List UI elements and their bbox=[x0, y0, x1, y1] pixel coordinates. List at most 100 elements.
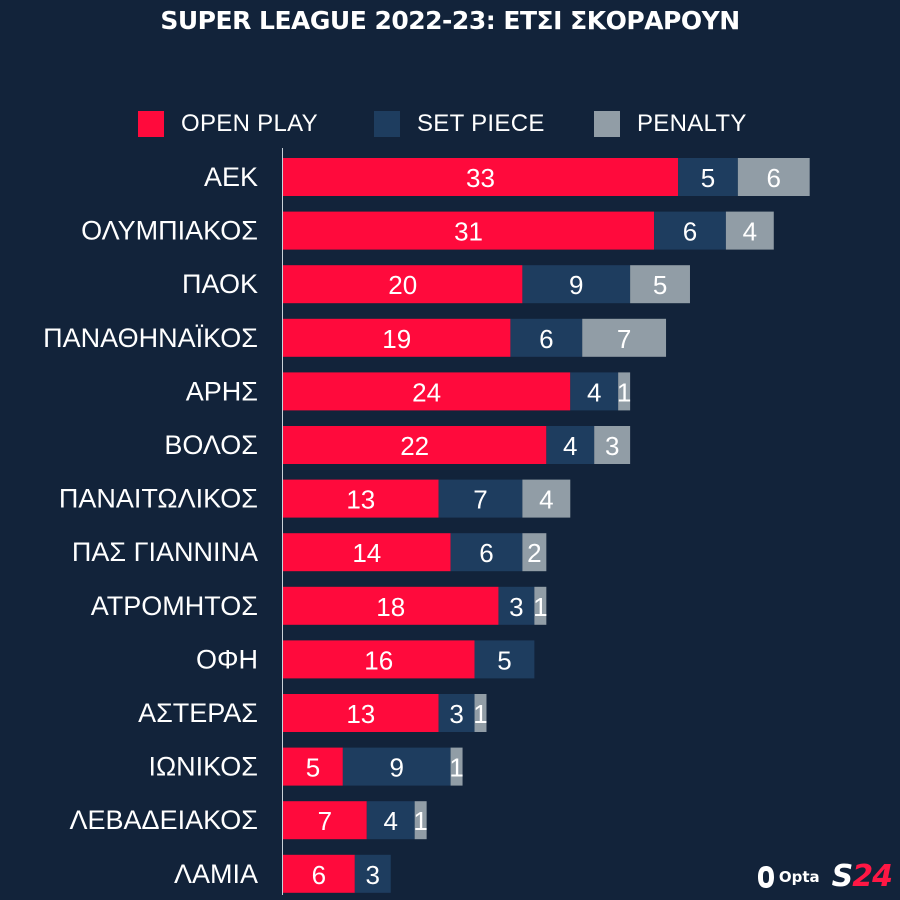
team-label: ΟΦΗ bbox=[196, 644, 258, 674]
team-label: ΑΡΗΣ bbox=[186, 376, 258, 406]
bar-segment-open-play bbox=[283, 747, 343, 786]
opta-logo: Opta bbox=[756, 865, 820, 889]
bar-segment-open-play bbox=[283, 533, 451, 572]
bar-segment-set-piece bbox=[438, 694, 475, 732]
legend-swatch-penalty bbox=[594, 111, 620, 137]
data-label-set-piece: 3 bbox=[449, 699, 463, 729]
legend-item-open-play: OPEN PLAY bbox=[138, 108, 318, 140]
data-label-open-play: 33 bbox=[466, 163, 495, 193]
legend-label-penalty: PENALTY bbox=[637, 110, 747, 137]
data-label-open-play: 31 bbox=[454, 217, 483, 247]
bar-segment-set-piece bbox=[342, 747, 451, 786]
data-label-set-piece: 6 bbox=[683, 217, 697, 247]
team-label: ΑΕΚ bbox=[204, 162, 258, 192]
data-label-penalty: 5 bbox=[653, 270, 667, 300]
data-label-set-piece: 4 bbox=[383, 806, 397, 836]
bar-segment-set-piece bbox=[546, 426, 595, 464]
s24-logo-s: S bbox=[831, 859, 854, 894]
data-label-penalty: 3 bbox=[605, 431, 619, 461]
bar-segment-set-piece bbox=[474, 640, 535, 679]
data-label-open-play: 18 bbox=[376, 592, 405, 622]
bar-segment-set-piece bbox=[654, 211, 726, 250]
bar-segment-open-play bbox=[283, 694, 439, 732]
data-label-penalty: 1 bbox=[617, 377, 631, 407]
bar-segment-penalty bbox=[737, 158, 810, 196]
bar-segment-penalty bbox=[725, 211, 774, 250]
bar-segment-open-play bbox=[283, 586, 499, 625]
data-label-penalty: 7 bbox=[617, 324, 631, 354]
legend-label-open-play: OPEN PLAY bbox=[181, 110, 318, 137]
data-label-open-play: 22 bbox=[400, 431, 429, 461]
data-label-set-piece: 9 bbox=[569, 270, 583, 300]
bar-segment-set-piece bbox=[522, 265, 631, 304]
chart-title: SUPER LEAGUE 2022-23: ΕΤΣΙ ΣΚΟΡΑΡΟΥΝ bbox=[160, 6, 740, 35]
team-label: ΠΑΣ ΓΙΑΝΝΙΝΑ bbox=[72, 537, 258, 567]
data-label-open-play: 13 bbox=[346, 699, 375, 729]
legend-swatch-set-piece bbox=[374, 111, 400, 137]
bar-segment-open-play bbox=[283, 372, 571, 411]
data-label-open-play: 6 bbox=[312, 860, 326, 890]
bar-segment-open-play bbox=[283, 426, 547, 464]
bar-segment-penalty bbox=[474, 694, 487, 732]
bar-segment-penalty bbox=[582, 318, 667, 357]
data-label-set-piece: 6 bbox=[479, 538, 493, 568]
bar-segment-penalty bbox=[594, 426, 631, 464]
team-label: ΛΕΒΑΔΕΙΑΚΟΣ bbox=[70, 805, 259, 835]
team-label: ΟΛΥΜΠΙΑΚΟΣ bbox=[81, 216, 258, 246]
bar-segment-open-play bbox=[283, 640, 475, 679]
data-label-open-play: 24 bbox=[412, 377, 441, 407]
bar-segment-penalty bbox=[630, 265, 690, 304]
legend-swatch-open-play bbox=[138, 111, 164, 137]
data-label-open-play: 16 bbox=[364, 645, 393, 675]
bar-segment-open-play bbox=[283, 265, 523, 304]
opta-wordmark: Opta bbox=[778, 867, 820, 886]
bar-segment-set-piece bbox=[678, 158, 738, 196]
legend-item-penalty: PENALTY bbox=[594, 108, 747, 140]
data-label-open-play: 7 bbox=[318, 806, 332, 836]
data-label-set-piece: 5 bbox=[497, 645, 511, 675]
bar-segment-set-piece bbox=[450, 533, 523, 572]
data-label-open-play: 20 bbox=[388, 270, 417, 300]
data-label-penalty: 1 bbox=[449, 753, 463, 783]
team-label: ΠΑΟΚ bbox=[182, 269, 258, 299]
team-label: ΑΤΡΟΜΗΤΟΣ bbox=[91, 591, 258, 621]
bar-segment-set-piece bbox=[354, 854, 391, 893]
bar-segment-open-play bbox=[283, 854, 355, 893]
bar-segment-open-play bbox=[283, 318, 511, 357]
bar-segment-penalty bbox=[618, 372, 631, 411]
data-label-set-piece: 7 bbox=[473, 485, 487, 515]
bar-segment-set-piece bbox=[438, 479, 523, 518]
data-label-open-play: 14 bbox=[352, 538, 381, 568]
data-label-open-play: 13 bbox=[346, 485, 375, 515]
bar-segment-open-play bbox=[283, 801, 367, 840]
bar-segment-set-piece bbox=[510, 318, 583, 357]
data-label-penalty: 2 bbox=[527, 538, 541, 568]
s24-logo: S24 bbox=[831, 859, 893, 894]
bar-segment-penalty bbox=[534, 586, 547, 625]
data-label-open-play: 5 bbox=[306, 753, 320, 783]
data-label-set-piece: 4 bbox=[587, 377, 601, 407]
data-label-set-piece: 3 bbox=[366, 860, 380, 890]
legend-label-set-piece: SET PIECE bbox=[417, 110, 545, 137]
data-label-set-piece: 9 bbox=[389, 753, 403, 783]
team-label: ΑΣΤΕΡΑΣ bbox=[138, 698, 258, 728]
bar-segment-penalty bbox=[414, 801, 427, 840]
bar-segment-penalty bbox=[522, 533, 547, 572]
legend: OPEN PLAY SET PIECE PENALTY bbox=[0, 108, 900, 140]
team-label: ΙΩΝΙΚΟΣ bbox=[148, 752, 258, 782]
data-label-set-piece: 6 bbox=[539, 324, 553, 354]
bar-segment-open-play bbox=[283, 479, 439, 518]
s24-logo-number: 24 bbox=[852, 859, 893, 894]
bar-segment-penalty bbox=[450, 747, 463, 786]
data-label-penalty: 1 bbox=[413, 806, 427, 836]
data-label-set-piece: 5 bbox=[701, 163, 715, 193]
bar-segment-penalty bbox=[522, 479, 571, 518]
team-label: ΠΑΝΑΙΤΩΛΙΚΟΣ bbox=[59, 484, 258, 514]
bar-segment-open-play bbox=[283, 158, 679, 196]
bar-segment-set-piece bbox=[498, 586, 535, 625]
team-label: ΛΑΜΙΑ bbox=[174, 859, 258, 889]
opta-icon bbox=[757, 865, 774, 888]
data-label-penalty: 1 bbox=[473, 699, 487, 729]
bar-segment-set-piece bbox=[366, 801, 415, 840]
